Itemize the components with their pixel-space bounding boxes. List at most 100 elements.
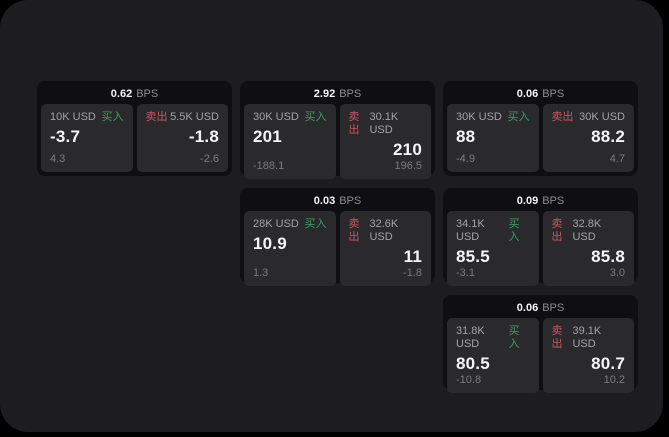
- sell-panel[interactable]: 卖出 32.6K USD 11 -1.8: [339, 211, 431, 286]
- buy-side-label: 买入: [101, 111, 124, 123]
- sell-panel[interactable]: 卖出 30K USD 88.2 4.7: [542, 104, 634, 172]
- card-header: 0.06 BPS: [447, 84, 634, 104]
- buy-delta: -4.9: [456, 153, 475, 165]
- quote-panels: 31.8K USD 买入 80.5 -10.8 卖出 39.1K USD 80.…: [447, 318, 634, 393]
- sell-labels-row: 卖出 30.1K USD: [349, 111, 423, 137]
- buy-panel[interactable]: 34.1K USD 买入 85.5 -3.1: [447, 211, 539, 286]
- sell-labels-row: 卖出 32.6K USD: [349, 218, 423, 244]
- sell-labels-row: 卖出 5.5K USD: [146, 111, 220, 124]
- sell-notional: 39.1K USD: [572, 325, 602, 350]
- bps-value: 0.09: [516, 195, 539, 207]
- buy-panel[interactable]: 30K USD 买入 88 -4.9: [447, 104, 539, 172]
- card-header: 0.03 BPS: [244, 191, 431, 211]
- buy-labels-row: 10K USD 买入: [50, 111, 124, 124]
- quote-card: 0.03 BPS 28K USD 买入 10.9 1.3 卖出 32.6K US…: [240, 188, 435, 286]
- buy-notional: 28K USD: [253, 218, 299, 230]
- buy-delta: -10.8: [456, 374, 482, 386]
- bps-value: 2.92: [313, 88, 336, 100]
- buy-labels-row: 34.1K USD 买入: [456, 218, 530, 244]
- sell-side-label: 卖出: [551, 218, 563, 243]
- bps-unit-label: BPS: [136, 88, 159, 100]
- sell-notional: 30K USD: [579, 111, 625, 123]
- card-header: 0.62 BPS: [41, 84, 228, 104]
- sell-side-label: 卖出: [348, 218, 360, 243]
- buy-side-label: 买入: [304, 111, 327, 123]
- buy-notional: 10K USD: [50, 111, 96, 123]
- sell-labels-row: 卖出 30K USD: [552, 111, 626, 124]
- quote-panels: 28K USD 买入 10.9 1.3 卖出 32.6K USD 11 -1.8: [244, 211, 431, 286]
- buy-side-label: 买入: [304, 218, 327, 230]
- sell-price: 11: [403, 247, 422, 266]
- sell-price: 80.7: [591, 354, 625, 373]
- quote-panels: 10K USD 买入 -3.7 4.3 卖出 5.5K USD -1.8 -2.…: [41, 104, 228, 172]
- bps-unit-label: BPS: [542, 302, 565, 314]
- sell-price: 85.8: [591, 247, 625, 266]
- sell-side-label: 卖出: [348, 111, 360, 136]
- sell-side-label: 卖出: [551, 325, 563, 350]
- quote-card: 0.62 BPS 10K USD 买入 -3.7 4.3 卖出 5.5K USD…: [37, 81, 232, 176]
- quote-card: 0.09 BPS 34.1K USD 买入 85.5 -3.1 卖出 32.8K…: [443, 188, 638, 286]
- sell-delta: 3.0: [609, 267, 625, 279]
- buy-delta: -188.1: [253, 160, 285, 172]
- bps-unit-label: BPS: [339, 88, 362, 100]
- buy-delta: 4.3: [50, 153, 66, 165]
- buy-delta: 1.3: [253, 267, 269, 279]
- quote-card: 0.06 BPS 30K USD 买入 88 -4.9 卖出 30K USD 8…: [443, 81, 638, 176]
- buy-labels-row: 28K USD 买入: [253, 218, 327, 231]
- quote-panels: 30K USD 买入 201 -188.1 卖出 30.1K USD 210 1…: [244, 104, 431, 179]
- sell-notional: 30.1K USD: [369, 111, 399, 136]
- sell-panel[interactable]: 卖出 5.5K USD -1.8 -2.6: [136, 104, 228, 172]
- sell-delta: -1.8: [403, 267, 422, 279]
- sell-side-label: 卖出: [551, 111, 574, 123]
- buy-price: -3.7: [50, 127, 81, 146]
- buy-side-label: 买入: [507, 111, 530, 123]
- main-panel: 0.62 BPS 10K USD 买入 -3.7 4.3 卖出 5.5K USD…: [0, 0, 663, 432]
- quote-card: 2.92 BPS 30K USD 买入 201 -188.1 卖出 30.1K …: [240, 81, 435, 179]
- quote-panels: 30K USD 买入 88 -4.9 卖出 30K USD 88.2 4.7: [447, 104, 634, 172]
- sell-delta: -2.6: [200, 153, 219, 165]
- sell-labels-row: 卖出 39.1K USD: [552, 325, 626, 351]
- bps-value: 0.62: [110, 88, 133, 100]
- sell-panel[interactable]: 卖出 30.1K USD 210 196.5: [339, 104, 431, 179]
- sell-price: -1.8: [188, 127, 219, 146]
- buy-notional: 34.1K USD: [456, 218, 485, 243]
- buy-panel[interactable]: 30K USD 买入 201 -188.1: [244, 104, 336, 179]
- bps-unit-label: BPS: [339, 195, 362, 207]
- buy-labels-row: 30K USD 买入: [456, 111, 530, 124]
- sell-panel[interactable]: 卖出 32.8K USD 85.8 3.0: [542, 211, 634, 286]
- bps-value: 0.06: [516, 88, 539, 100]
- sell-notional: 32.8K USD: [572, 218, 602, 243]
- bps-unit-label: BPS: [542, 195, 565, 207]
- buy-notional: 31.8K USD: [456, 325, 485, 350]
- sell-delta: 196.5: [394, 160, 422, 172]
- sell-price: 210: [393, 140, 422, 159]
- buy-side-label: 买入: [508, 325, 520, 350]
- bps-unit-label: BPS: [542, 88, 565, 100]
- buy-price: 201: [253, 127, 282, 146]
- buy-labels-row: 30K USD 买入: [253, 111, 327, 124]
- sell-delta: 10.2: [603, 374, 625, 386]
- buy-panel[interactable]: 31.8K USD 买入 80.5 -10.8: [447, 318, 539, 393]
- buy-price: 10.9: [253, 234, 287, 253]
- buy-price: 80.5: [456, 354, 490, 373]
- sell-panel[interactable]: 卖出 39.1K USD 80.7 10.2: [542, 318, 634, 393]
- sell-price: 88.2: [591, 127, 625, 146]
- card-header: 0.09 BPS: [447, 191, 634, 211]
- buy-panel[interactable]: 28K USD 买入 10.9 1.3: [244, 211, 336, 286]
- buy-notional: 30K USD: [456, 111, 502, 123]
- quote-grid: 0.62 BPS 10K USD 买入 -3.7 4.3 卖出 5.5K USD…: [37, 81, 638, 393]
- buy-labels-row: 31.8K USD 买入: [456, 325, 530, 351]
- sell-delta: 4.7: [609, 153, 625, 165]
- quote-panels: 34.1K USD 买入 85.5 -3.1 卖出 32.8K USD 85.8…: [447, 211, 634, 286]
- bps-value: 0.06: [516, 302, 539, 314]
- buy-price: 88: [456, 127, 476, 146]
- sell-labels-row: 卖出 32.8K USD: [552, 218, 626, 244]
- buy-price: 85.5: [456, 247, 490, 266]
- buy-notional: 30K USD: [253, 111, 299, 123]
- sell-side-label: 卖出: [145, 111, 168, 123]
- card-header: 0.06 BPS: [447, 298, 634, 318]
- buy-delta: -3.1: [456, 267, 475, 279]
- sell-notional: 32.6K USD: [369, 218, 399, 243]
- buy-panel[interactable]: 10K USD 买入 -3.7 4.3: [41, 104, 133, 172]
